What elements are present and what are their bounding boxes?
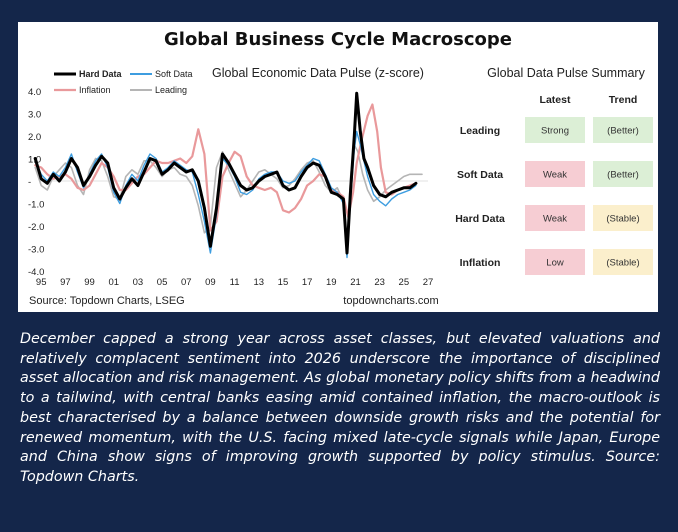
- x-tick-label: 01: [108, 277, 119, 288]
- legend-label: Hard Data: [79, 69, 123, 79]
- x-tick-label: 99: [84, 277, 95, 288]
- y-tick-label: -3.0: [28, 245, 44, 256]
- x-tick-label: 03: [133, 277, 144, 288]
- x-tick-label: 07: [181, 277, 192, 288]
- table-header-trend: Trend: [609, 94, 638, 106]
- table-cell-latest-bg: [525, 249, 585, 275]
- y-tick-label: -1.0: [28, 200, 44, 211]
- main-title: Global Business Cycle Macroscope: [164, 29, 512, 50]
- x-tick-label: 97: [60, 277, 71, 288]
- x-tick-label: 21: [350, 277, 361, 288]
- x-tick-label: 15: [278, 277, 289, 288]
- table-cell-latest: Low: [546, 258, 564, 269]
- x-tick-label: 13: [253, 277, 264, 288]
- table-cell-latest: Strong: [541, 126, 569, 137]
- legend-label: Leading: [155, 85, 187, 95]
- y-tick-label: -2.0: [28, 222, 44, 233]
- table-row-label: Hard Data: [455, 213, 505, 225]
- x-tick-label: 17: [302, 277, 313, 288]
- table-cell-latest-bg: [525, 161, 585, 187]
- series-line-hard-data: [33, 91, 418, 255]
- source-url: topdowncharts.com: [343, 295, 438, 307]
- table-cell-trend: (Stable): [606, 214, 639, 225]
- x-tick-label: 09: [205, 277, 216, 288]
- table-header-latest: Latest: [540, 94, 571, 106]
- table-cell-trend: (Better): [607, 170, 639, 181]
- x-tick-label: 19: [326, 277, 337, 288]
- table-cell-latest-bg: [525, 205, 585, 231]
- table-row-label: Leading: [460, 125, 500, 137]
- table-cell-trend-bg: [593, 117, 653, 143]
- y-tick-label: 4.0: [28, 87, 41, 98]
- table-cell-latest-bg: [525, 117, 585, 143]
- table-cell-trend-bg: [593, 205, 653, 231]
- x-tick-label: 11: [230, 277, 240, 288]
- source-text: Source: Topdown Charts, LSEG: [29, 295, 185, 307]
- series-line-inflation: [34, 103, 417, 232]
- legend-label: Soft Data: [155, 69, 193, 79]
- y-tick-label: 3.0: [28, 110, 41, 121]
- table-cell-trend-bg: [593, 249, 653, 275]
- table-cell-latest: Weak: [543, 170, 567, 181]
- x-tick-label: 25: [399, 277, 410, 288]
- x-tick-label: 05: [157, 277, 168, 288]
- chart-canvas: Global Economic Data Pulse (z-score) 4.0 3…: [28, 66, 653, 307]
- caption-text: December capped a strong year across ass…: [20, 331, 660, 485]
- table-title: Global Data Pulse Summary: [487, 66, 645, 80]
- y-tick-label: 2.0: [28, 132, 41, 143]
- legend-label: Inflation: [79, 85, 111, 95]
- table-cell-latest: Weak: [543, 214, 567, 225]
- x-tick-label: 23: [374, 277, 385, 288]
- table-cell-trend-bg: [593, 161, 653, 187]
- table-row-label: Soft Data: [457, 169, 503, 181]
- chart-card: Global Business Cycle Macroscope Global …: [18, 22, 658, 312]
- y-tick-label: -: [28, 177, 31, 188]
- table-cell-trend: (Better): [607, 126, 639, 137]
- table-row-label: Inflation: [460, 257, 501, 269]
- series-line-leading: [34, 144, 423, 241]
- x-tick-label: 95: [36, 277, 47, 288]
- x-tick-label: 27: [423, 277, 434, 288]
- y-tick-label: -4.0: [28, 267, 44, 278]
- table-cell-trend: (Stable): [606, 258, 639, 269]
- chart-title: Global Economic Data Pulse (z-score): [212, 66, 424, 80]
